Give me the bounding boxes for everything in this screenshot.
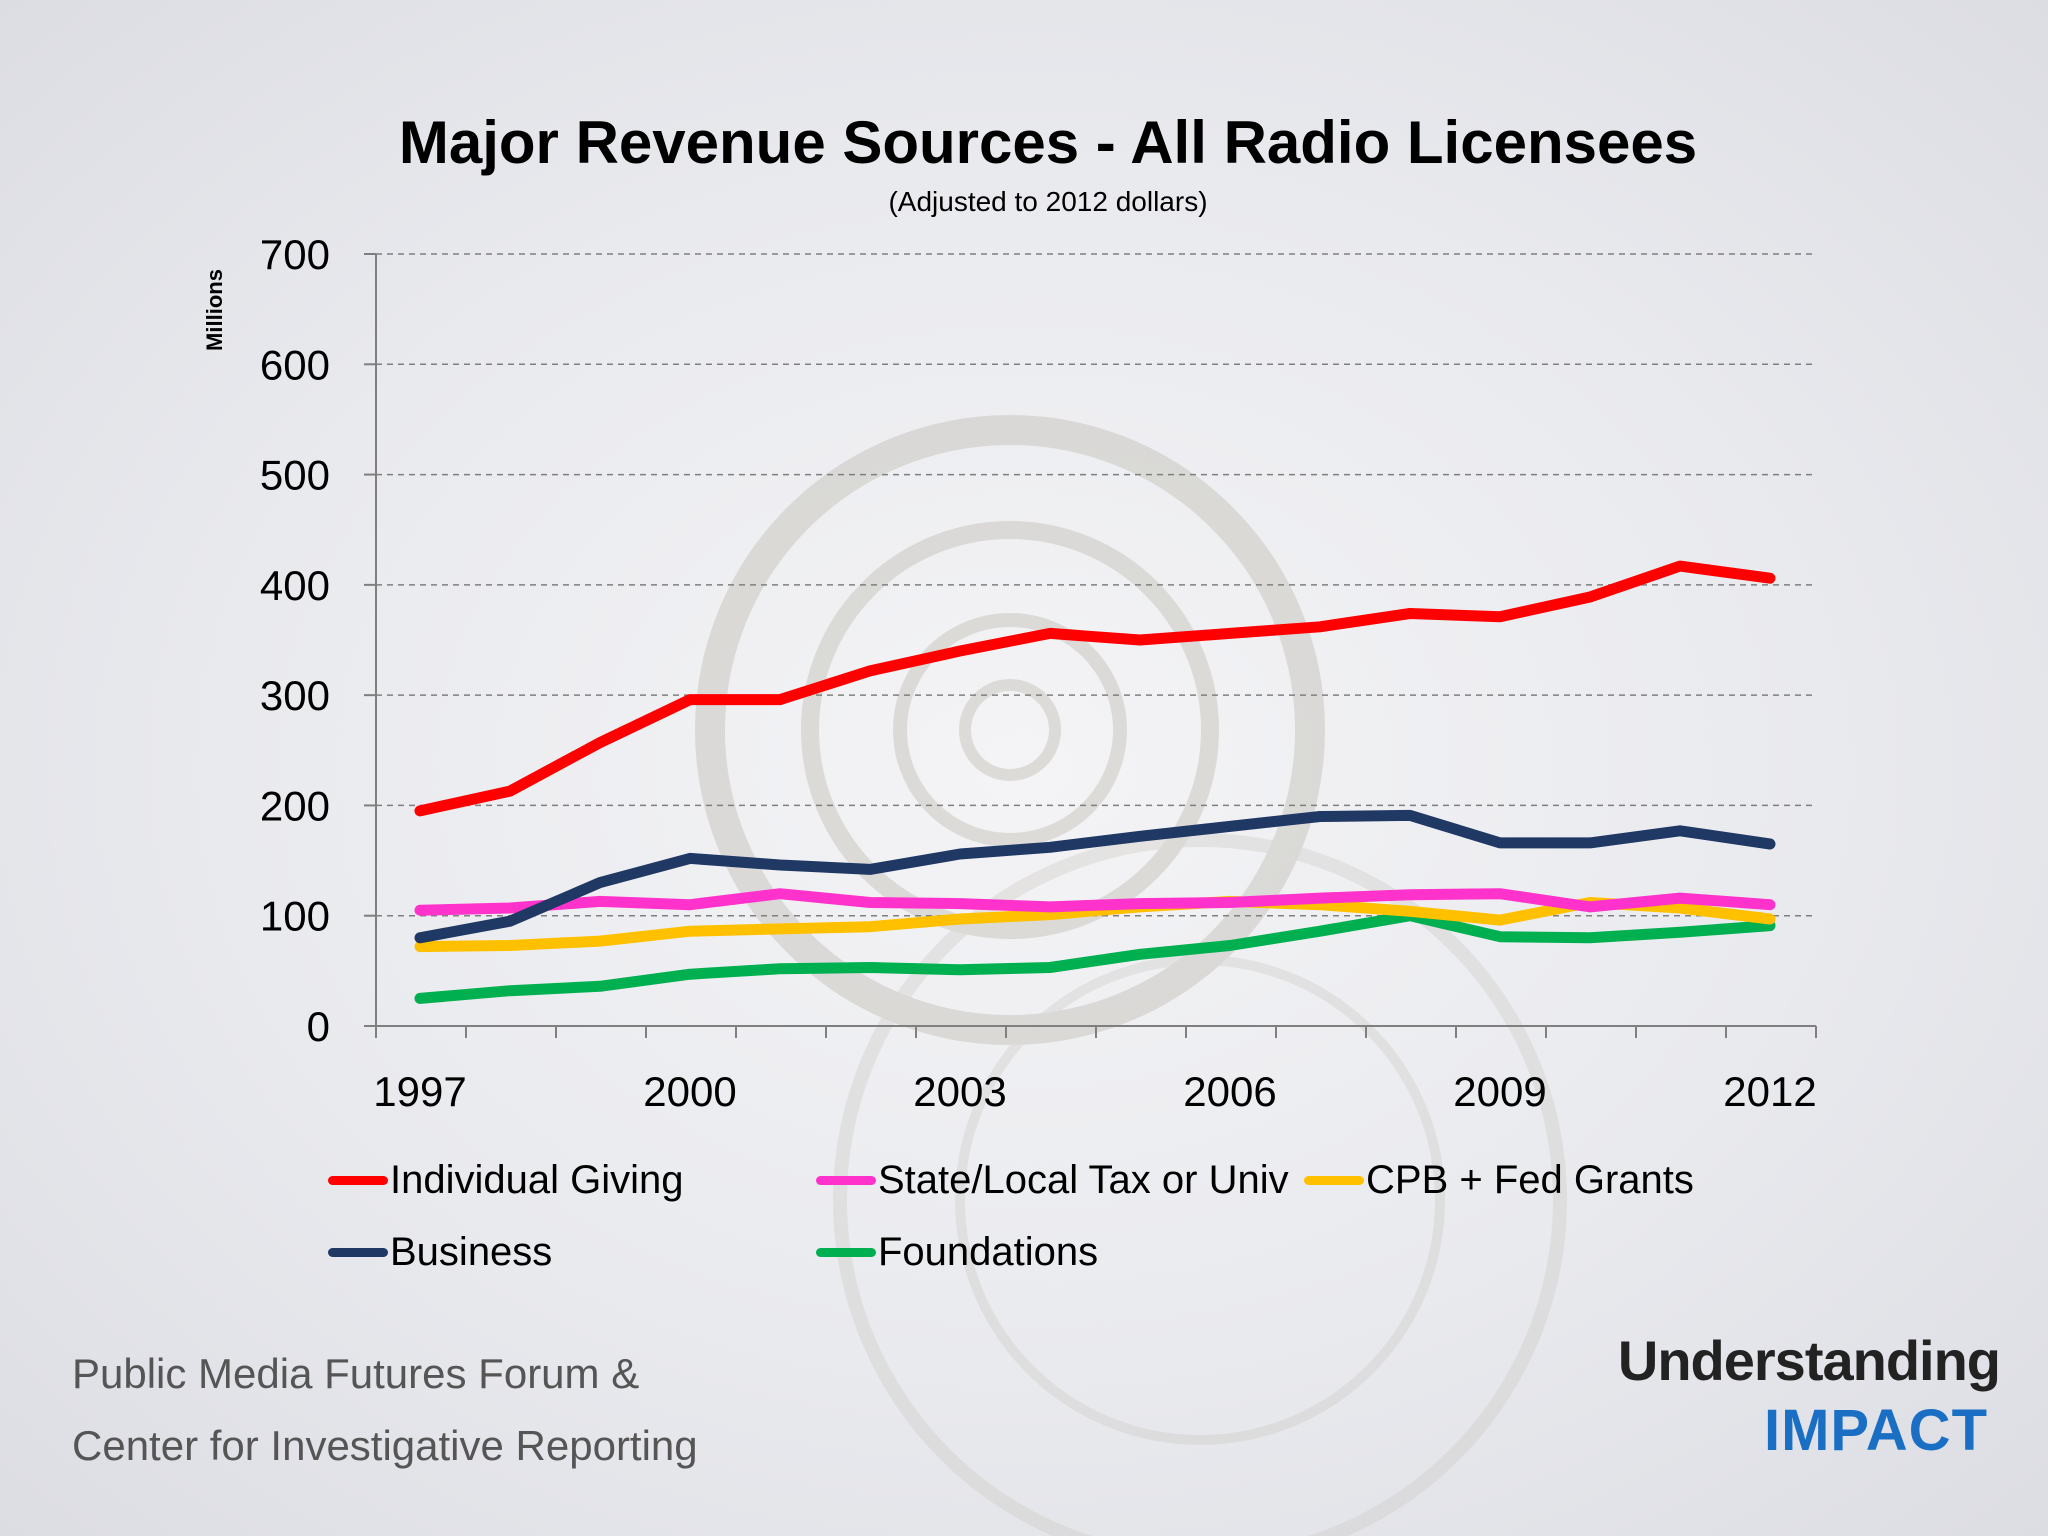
x-tick-label: 1997 bbox=[373, 1068, 466, 1115]
legend-swatch bbox=[816, 1248, 876, 1257]
axes: 0 100 200 300 400 500 600 700 1997 2000 2003 2006 20… bbox=[260, 231, 1817, 1115]
understanding-impact-logo: Understanding IMPACT bbox=[1560, 1328, 2001, 1464]
legend-item: Individual Giving bbox=[328, 1158, 684, 1203]
legend-label: Business bbox=[390, 1230, 553, 1274]
chart-title: Major Revenue Sources - All Radio Licens… bbox=[398, 109, 1698, 176]
chart-subtitle: (Adjusted to 2012 dollars) bbox=[888, 186, 1208, 217]
footer-line-1: Public Media Futures Forum & bbox=[72, 1350, 640, 1397]
series-line-individual-giving bbox=[414, 560, 1776, 817]
legend-swatch bbox=[328, 1176, 388, 1185]
legend-label: CPB + Fed Grants bbox=[1366, 1158, 1694, 1202]
legend-label: Individual Giving bbox=[390, 1158, 684, 1202]
series-line-state-local-tax-or-univ bbox=[414, 888, 1776, 916]
logo-line-2: IMPACT bbox=[1763, 1398, 1988, 1463]
legend-item: CPB + Fed Grants bbox=[1304, 1158, 1694, 1203]
series-line-foundations bbox=[414, 910, 1776, 1004]
y-axis-label: Millions bbox=[202, 269, 227, 351]
series-line-business bbox=[414, 809, 1776, 944]
footer-credits: Public Media Futures Forum & Center for … bbox=[72, 1338, 698, 1482]
y-tick-label: 600 bbox=[260, 341, 330, 388]
y-tick-label: 0 bbox=[307, 1003, 330, 1050]
footer-line-2: Center for Investigative Reporting bbox=[72, 1422, 698, 1469]
x-tick-label: 2003 bbox=[913, 1068, 1006, 1115]
logo-line-1: Understanding bbox=[1617, 1329, 2001, 1392]
y-tick-label: 700 bbox=[260, 231, 330, 278]
legend-swatch bbox=[816, 1176, 876, 1185]
legend-swatch bbox=[328, 1248, 388, 1257]
y-tick-label: 100 bbox=[260, 893, 330, 940]
gridlines bbox=[376, 253, 1816, 917]
legend-swatch bbox=[1304, 1176, 1364, 1185]
x-tick-label: 2006 bbox=[1183, 1068, 1276, 1115]
series-lines bbox=[414, 560, 1776, 1004]
legend-label: Foundations bbox=[878, 1230, 1099, 1274]
x-tick-label: 2012 bbox=[1723, 1068, 1816, 1115]
legend-item: State/Local Tax or Univ bbox=[816, 1158, 1289, 1203]
y-tick-label: 400 bbox=[260, 562, 330, 609]
legend-item: Foundations bbox=[816, 1230, 1098, 1275]
y-tick-label: 300 bbox=[260, 672, 330, 719]
y-tick-label: 200 bbox=[260, 782, 330, 829]
legend-item: Business bbox=[328, 1230, 552, 1275]
x-tick-label: 2009 bbox=[1453, 1068, 1546, 1115]
legend-label: State/Local Tax or Univ bbox=[878, 1158, 1289, 1202]
x-tick-label: 2000 bbox=[643, 1068, 736, 1115]
y-tick-label: 500 bbox=[260, 452, 330, 499]
